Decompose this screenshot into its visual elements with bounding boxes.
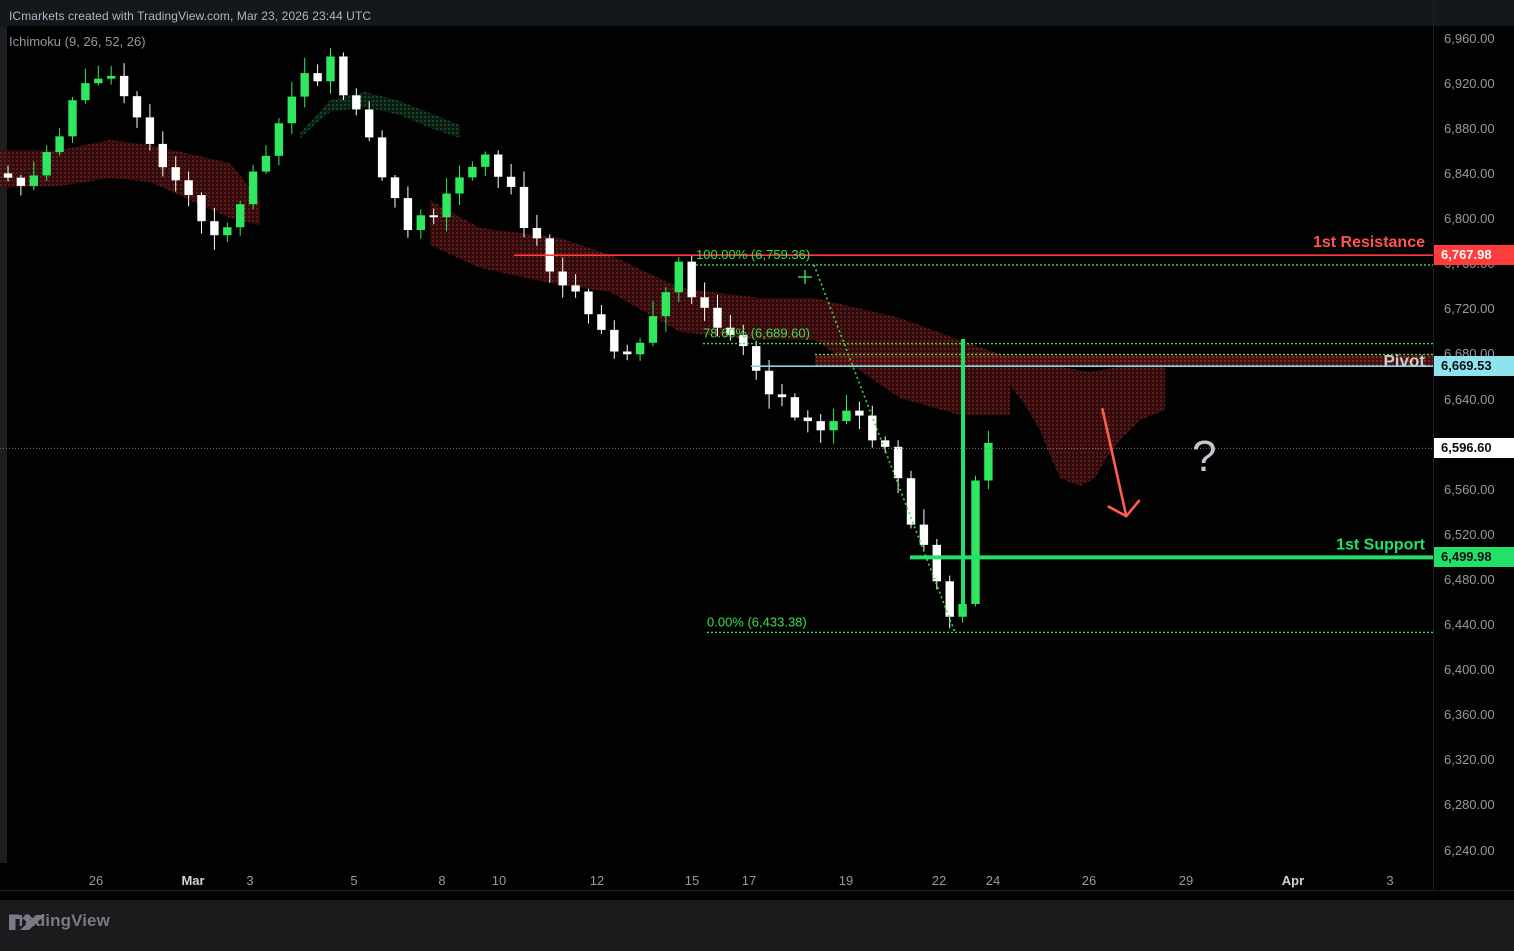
svg-text:?: ? bbox=[1192, 432, 1216, 481]
svg-text:1st Support: 1st Support bbox=[1336, 536, 1426, 553]
svg-text:1st Resistance: 1st Resistance bbox=[1313, 234, 1425, 251]
svg-text:Pivot: Pivot bbox=[1383, 351, 1425, 370]
svg-text:78.60% (6,689.60): 78.60% (6,689.60) bbox=[703, 326, 810, 341]
svg-text:100.00% (6,759.36): 100.00% (6,759.36) bbox=[696, 247, 810, 262]
svg-text:0.00% (6,433.38): 0.00% (6,433.38) bbox=[707, 614, 807, 629]
